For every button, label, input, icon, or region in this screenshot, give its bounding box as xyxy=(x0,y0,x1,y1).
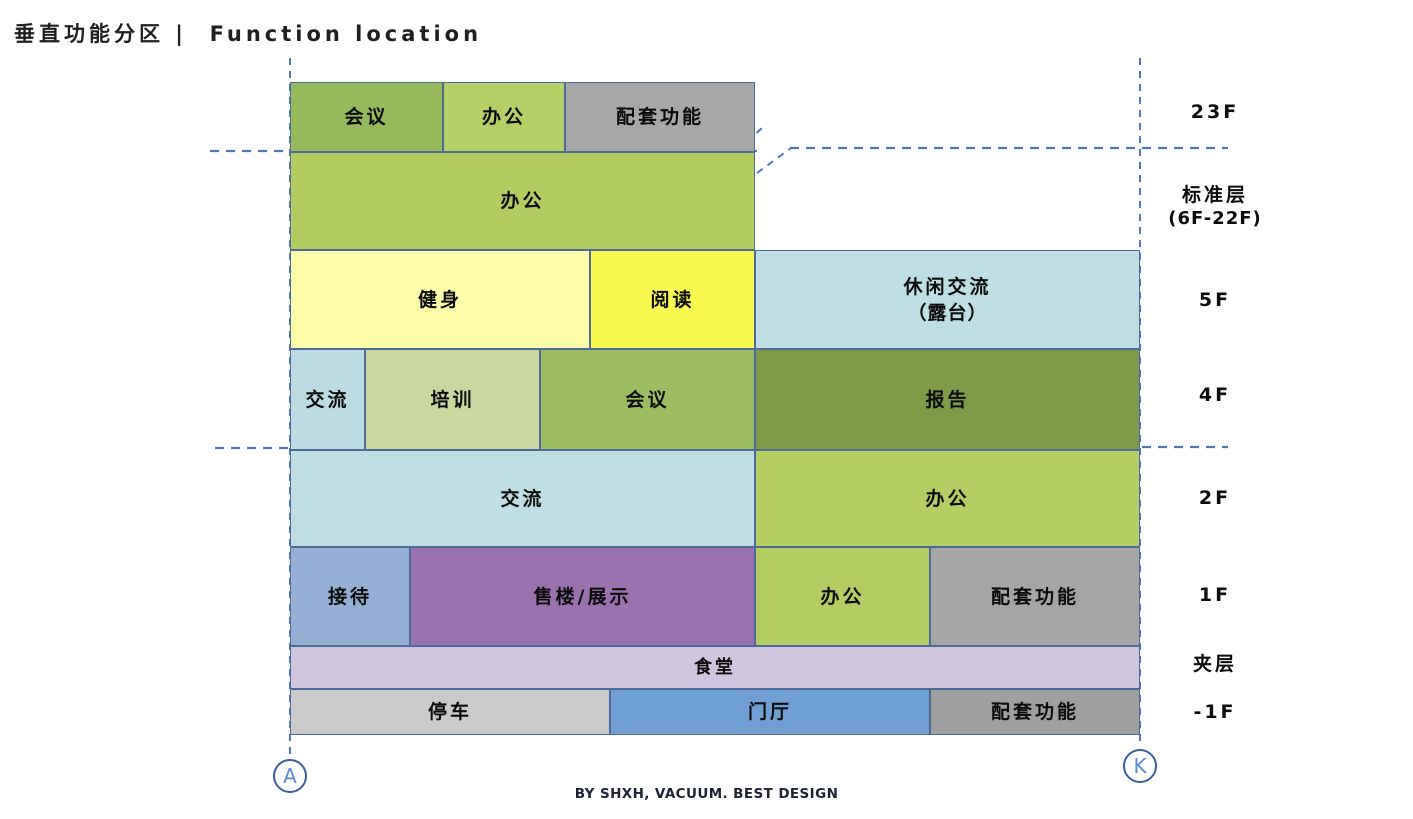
page-title: 垂直功能分区 | Function location xyxy=(14,22,483,46)
block-parking-b1: 停车 xyxy=(290,689,610,735)
floor-label-text: 4F xyxy=(1198,384,1232,406)
block-sublabel: （露台） xyxy=(907,301,988,324)
floor-label-5f: 5F xyxy=(1150,288,1280,312)
floor-label-mezzanine: 夹层 xyxy=(1150,652,1280,676)
block-lecture-4f: 报告 xyxy=(755,349,1140,450)
block-label: 配套功能 xyxy=(615,106,704,128)
block-label: 办公 xyxy=(481,106,526,128)
block-exchange-2f: 交流 xyxy=(290,450,755,547)
floor-label-text: 标准层 xyxy=(1181,184,1248,206)
block-label: 接待 xyxy=(327,585,372,608)
block-training-4f: 培训 xyxy=(365,349,540,450)
floor-label-1f: 1F xyxy=(1150,583,1280,607)
block-exchange-4f: 交流 xyxy=(290,349,365,450)
block-label: 售楼/展示 xyxy=(533,585,632,608)
block-label: 办公 xyxy=(500,190,545,212)
grid-mark-letter: K xyxy=(1133,754,1147,778)
block-reception-1f: 接待 xyxy=(290,547,410,646)
block-label: 食堂 xyxy=(694,656,736,678)
floor-label-text: 1F xyxy=(1198,584,1232,606)
block-support-1f: 配套功能 xyxy=(930,547,1140,646)
block-meeting-4f: 会议 xyxy=(540,349,755,450)
block-label: 办公 xyxy=(925,487,970,510)
floor-label-b1: -1F xyxy=(1150,700,1280,724)
credit-text: BY SHXH, VACUUM. BEST DESIGN xyxy=(574,786,839,802)
block-support-23f: 配套功能 xyxy=(565,82,755,152)
grid-mark-k: K xyxy=(1123,749,1157,783)
block-label: 配套功能 xyxy=(990,701,1079,723)
floor-label-text: -1F xyxy=(1193,701,1237,723)
block-office-2f: 办公 xyxy=(755,450,1140,547)
floor-label-4f: 4F xyxy=(1150,383,1280,407)
block-office-23f: 办公 xyxy=(443,82,565,152)
floor-label-standard: 标准层 (6F-22F) xyxy=(1150,183,1280,231)
block-reading-5f: 阅读 xyxy=(590,250,755,349)
block-label: 休闲交流 xyxy=(903,275,992,298)
block-label: 培训 xyxy=(430,388,475,411)
block-sales-1f: 售楼/展示 xyxy=(410,547,755,646)
block-label: 交流 xyxy=(305,388,350,411)
break-mark-upper-2 xyxy=(756,147,792,174)
block-support-b1: 配套功能 xyxy=(930,689,1140,735)
block-label: 会议 xyxy=(625,388,670,411)
block-gym-5f: 健身 xyxy=(290,250,590,349)
block-label: 配套功能 xyxy=(990,585,1079,608)
block-label: 健身 xyxy=(417,288,462,311)
floor-label-text: 夹层 xyxy=(1192,653,1237,675)
block-office-1f: 办公 xyxy=(755,547,930,646)
floor-label-text: 2F xyxy=(1198,487,1232,509)
block-leisure-5f: 休闲交流 （露台） xyxy=(755,250,1140,349)
block-canteen-mezzanine: 食堂 xyxy=(290,646,1140,689)
floor-label-subtext: (6F-22F) xyxy=(1168,208,1262,229)
block-label: 阅读 xyxy=(650,288,695,311)
block-label: 会议 xyxy=(344,106,389,128)
block-label: 停车 xyxy=(427,701,472,723)
floor-label-text: 23F xyxy=(1190,101,1240,123)
block-label: 报告 xyxy=(925,388,970,411)
floor-label-text: 5F xyxy=(1198,289,1232,311)
block-lobby-b1: 门厅 xyxy=(610,689,930,735)
block-office-standard: 办公 xyxy=(290,152,755,250)
block-label: 门厅 xyxy=(747,701,792,723)
grid-mark-a: A xyxy=(273,759,307,793)
block-meeting-23f: 会议 xyxy=(290,82,443,152)
block-label: 办公 xyxy=(820,585,865,608)
floor-label-23f: 23F xyxy=(1150,100,1280,124)
grid-mark-letter: A xyxy=(283,764,297,788)
floor-label-2f: 2F xyxy=(1150,486,1280,510)
block-label: 交流 xyxy=(500,487,545,510)
